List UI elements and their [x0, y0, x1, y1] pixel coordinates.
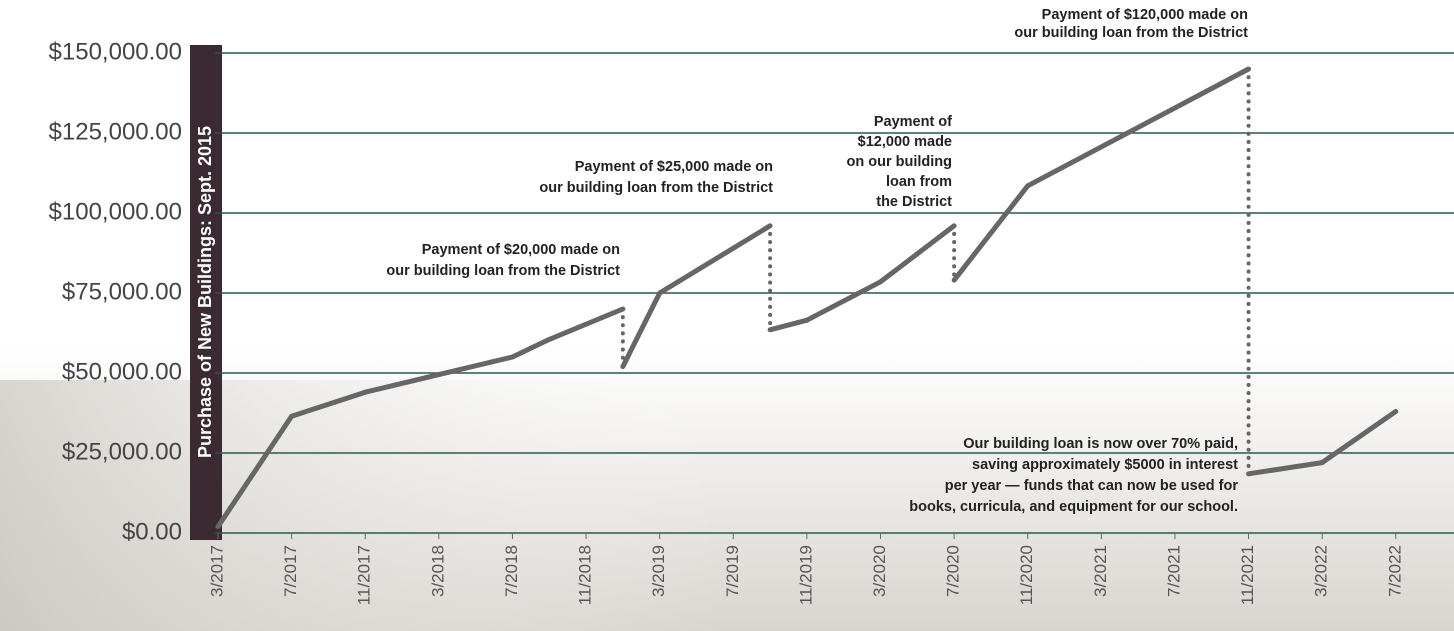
annotation: per year — funds that can now be used fo…	[945, 478, 1239, 494]
annotation: Payment of $20,000 made on	[422, 242, 620, 258]
annotation: $12,000 made	[858, 134, 952, 150]
x-tick-label: 11/2019	[796, 545, 815, 605]
annotation: the District	[876, 194, 952, 210]
x-tick-label: 7/2022	[1385, 545, 1404, 597]
chart: Purchase of New Buildings: Sept. 2015 $0…	[0, 0, 1454, 631]
annotation: loan from	[886, 174, 952, 190]
x-tick-label: 3/2019	[649, 545, 668, 597]
annotation: our building loan from the District	[386, 263, 620, 279]
x-tick-label: 11/2017	[355, 545, 374, 605]
y-tick-label: $150,000.00	[49, 38, 182, 65]
x-tick-label: 3/2017	[207, 545, 226, 597]
x-tick-label: 7/2018	[502, 545, 521, 597]
x-tick-label: 7/2021	[1164, 545, 1183, 597]
y-tick-label: $100,000.00	[49, 198, 182, 225]
annotation: books, curricula, and equipment for our …	[909, 499, 1238, 515]
y-axis-label: Purchase of New Buildings: Sept. 2015	[195, 126, 215, 458]
annotation: our building loan from the District	[539, 180, 773, 196]
annotation: on our building	[846, 154, 952, 170]
x-tick-label: 3/2022	[1312, 545, 1331, 597]
y-tick-label: $125,000.00	[49, 118, 182, 145]
x-tick-label: 7/2017	[281, 545, 300, 597]
annotation: our building loan from the District	[1014, 25, 1248, 41]
y-tick-label: $0.00	[122, 518, 182, 545]
x-tick-label: 11/2018	[576, 545, 595, 605]
x-tick-label: 11/2021	[1238, 545, 1257, 605]
y-tick-label: $50,000.00	[62, 358, 182, 385]
annotation: Payment of $120,000 made on	[1042, 7, 1248, 23]
x-tick-label: 7/2020	[944, 545, 963, 597]
x-tick-label: 11/2020	[1017, 545, 1036, 605]
annotation: Our building loan is now over 70% paid,	[963, 436, 1238, 452]
annotation: saving approximately $5000 in interest	[972, 457, 1238, 473]
y-tick-label: $75,000.00	[62, 278, 182, 305]
x-tick-label: 3/2020	[870, 545, 889, 597]
x-tick-label: 3/2018	[428, 545, 447, 597]
y-tick-label: $25,000.00	[62, 438, 182, 465]
x-tick-label: 7/2019	[723, 545, 742, 597]
annotation: Payment of $25,000 made on	[575, 159, 773, 175]
x-tick-label: 3/2021	[1091, 545, 1110, 597]
annotation: Payment of	[874, 114, 952, 130]
